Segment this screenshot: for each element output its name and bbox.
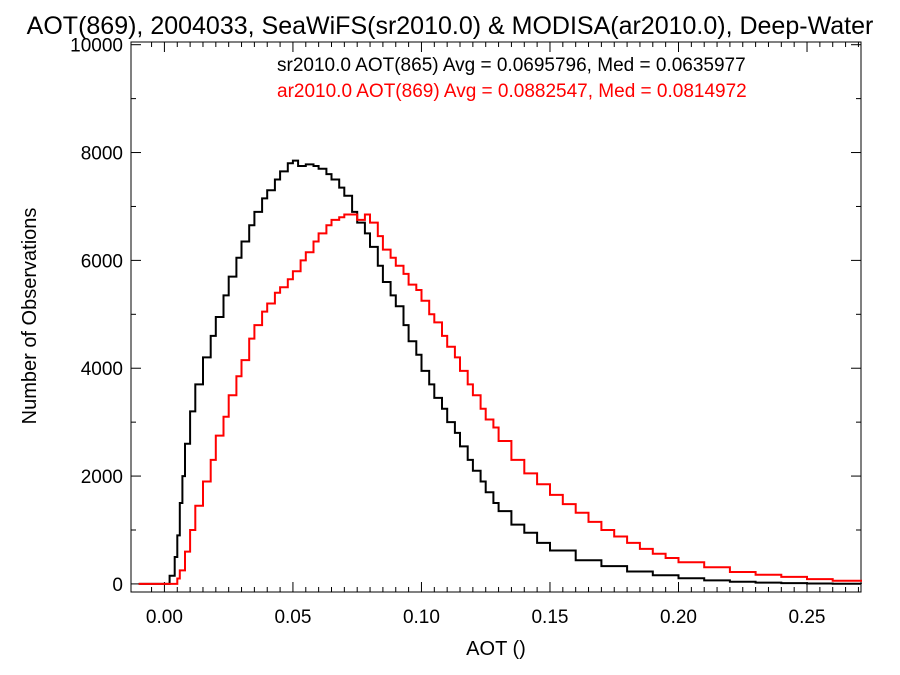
x-tick-label: 0.15 bbox=[531, 607, 568, 628]
legend-entry-ar2010: ar2010.0 AOT(869) Avg = 0.0882547, Med =… bbox=[277, 81, 747, 102]
y-tick-label: 2000 bbox=[81, 467, 123, 488]
x-tick-label: 0.05 bbox=[274, 607, 311, 628]
y-axis: 0 2000 4000 6000 8000 10000 bbox=[70, 36, 861, 596]
series-line-0 bbox=[138, 159, 862, 585]
y-axis-title: Number of Observations bbox=[19, 208, 41, 425]
x-tick-label: 0.10 bbox=[403, 607, 440, 628]
x-tick-label: 0.00 bbox=[146, 607, 183, 628]
x-axis-title: AOT () bbox=[466, 638, 526, 660]
y-tick-label: 4000 bbox=[81, 359, 123, 380]
y-tick-label: 0 bbox=[112, 575, 123, 596]
plot-frame bbox=[130, 41, 862, 593]
histogram-series bbox=[138, 159, 862, 585]
y-tick-label: 10000 bbox=[70, 36, 123, 57]
x-tick-label: 0.20 bbox=[660, 607, 697, 628]
y-tick-label: 6000 bbox=[81, 251, 123, 272]
series-line-1 bbox=[138, 213, 862, 585]
x-tick-label: 0.25 bbox=[789, 607, 826, 628]
chart-title: AOT(869), 2004033, SeaWiFS(sr2010.0) & M… bbox=[27, 12, 874, 40]
legend-entry-sr2010: sr2010.0 AOT(865) Avg = 0.0695796, Med =… bbox=[277, 55, 746, 76]
x-axis: 0.00 0.05 0.10 0.15 0.20 0.25 bbox=[146, 42, 859, 628]
y-tick-label: 8000 bbox=[81, 144, 123, 165]
